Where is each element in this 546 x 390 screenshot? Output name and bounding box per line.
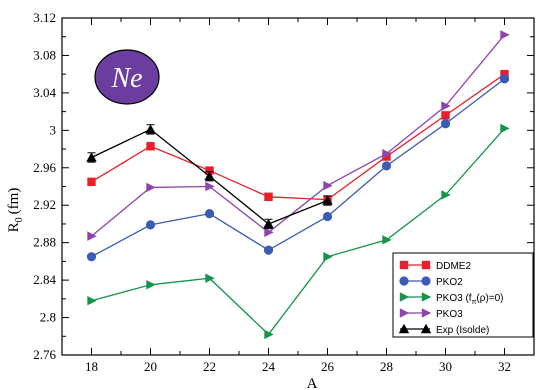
data-point [205,181,215,192]
data-point [382,149,392,159]
x-tick-label: 24 [262,359,276,374]
series-4 [86,124,333,230]
data-point [322,195,333,205]
data-point [146,142,155,151]
x-tick-label: 28 [380,359,393,374]
y-tick-label: 2.88 [33,235,56,250]
legend: DDME2 PKO2 PKO3 (fπ(ρ)=0) PKO3 Exp (Isolde) [392,252,534,338]
legend-marker-right [421,292,432,302]
y-tick-label: 2.96 [33,160,56,175]
legend-entry-3: PKO3 [399,308,463,320]
series-3 [87,30,510,241]
legend-label: Exp (Isolde) [436,325,489,336]
y-tick-label: 3.08 [33,47,56,62]
data-point [323,180,333,191]
x-tick-label: 32 [498,359,511,374]
data-point [441,101,451,111]
legend-marker-left [399,276,409,286]
legend-marker-right [420,323,432,334]
legend-label: DDME2 [436,261,471,272]
data-point [87,231,97,241]
legend-box [392,252,534,338]
data-point [441,111,450,120]
x-axis-title: A [307,376,318,390]
legend-entry-0: DDME2 [399,260,471,272]
data-point [264,227,274,238]
y-tick-label: 3.12 [33,10,56,25]
data-point [323,252,333,262]
x-tick-label: 20 [144,359,157,374]
legend-label: PKO3 [436,309,463,320]
data-point [322,211,333,222]
x-tick-label: 30 [439,359,452,374]
legend-marker-right [421,308,432,318]
legend-marker-left [398,323,410,334]
x-tick-label: 18 [85,359,98,374]
data-point [264,192,273,201]
data-point [263,245,274,255]
data-point [500,69,509,79]
series-line [91,78,505,258]
legend-label: PKO2 [436,277,463,288]
data-point [86,252,97,262]
data-point [205,166,214,175]
series-group [86,30,510,340]
legend-marker-left [399,292,410,302]
data-point [146,182,156,193]
data-point [205,273,215,283]
data-point [441,190,451,200]
data-point [382,152,391,161]
series-line [91,73,505,201]
element-badge: Ne [94,49,160,105]
x-tick-label: 22 [203,359,216,374]
y-tick-label: 2.76 [33,347,56,362]
data-point [204,209,215,219]
legend-marker-left [399,308,410,318]
y-axis-title-sub: 0 [14,217,25,222]
data-point [145,220,156,230]
data-point [500,30,510,40]
series-1 [86,74,510,262]
y-tick-label: 2.92 [33,197,56,212]
legend-entries: DDME2 PKO2 PKO3 (fπ(ρ)=0) PKO3 Exp (Isolde) [398,260,504,336]
x-tick-label: 26 [321,359,335,374]
data-point [499,74,510,84]
data-point [204,171,215,181]
y-tick-label: 3 [50,122,57,137]
legend-entry-1: PKO2 [399,276,463,288]
series-line [91,128,505,336]
data-point [146,280,156,290]
data-point [264,329,274,340]
data-point [145,124,156,134]
data-point [86,152,97,162]
series-line [91,34,506,237]
element-badge-ellipse [94,49,160,105]
y-axis-title: R0 (fm) [6,188,25,233]
legend-entry-4: Exp (Isolde) [398,323,489,336]
y-tick-label: 2.84 [33,272,56,287]
data-point [87,296,97,306]
data-point [382,235,392,245]
ticks-group: 18 20 22 24 26 28 30 32 2.76 2.8 2.84 2.88 2.92 2.96 3… [33,10,535,374]
svg-text:R0(fm): R0 (fm) [6,188,25,233]
data-point [263,218,274,229]
y-tick-label: 2.8 [40,310,56,325]
data-point [500,123,510,134]
y-tick-label: 3.04 [33,85,56,100]
data-point [381,161,392,171]
element-badge-label: Ne [110,63,142,94]
legend-entry-2: PKO3 (fπ(ρ)=0) [399,292,504,306]
legend-label: PKO3 (fπ(ρ)=0) [436,293,504,306]
data-point [440,119,451,129]
y-axis-title-unit: (fm) [6,188,22,215]
y-axis-title-main: R [6,222,22,232]
legend-marker-right [421,276,431,286]
data-point [87,177,96,187]
series-2 [87,123,510,340]
legend-marker-left [399,260,409,270]
legend-marker-right [421,260,431,270]
